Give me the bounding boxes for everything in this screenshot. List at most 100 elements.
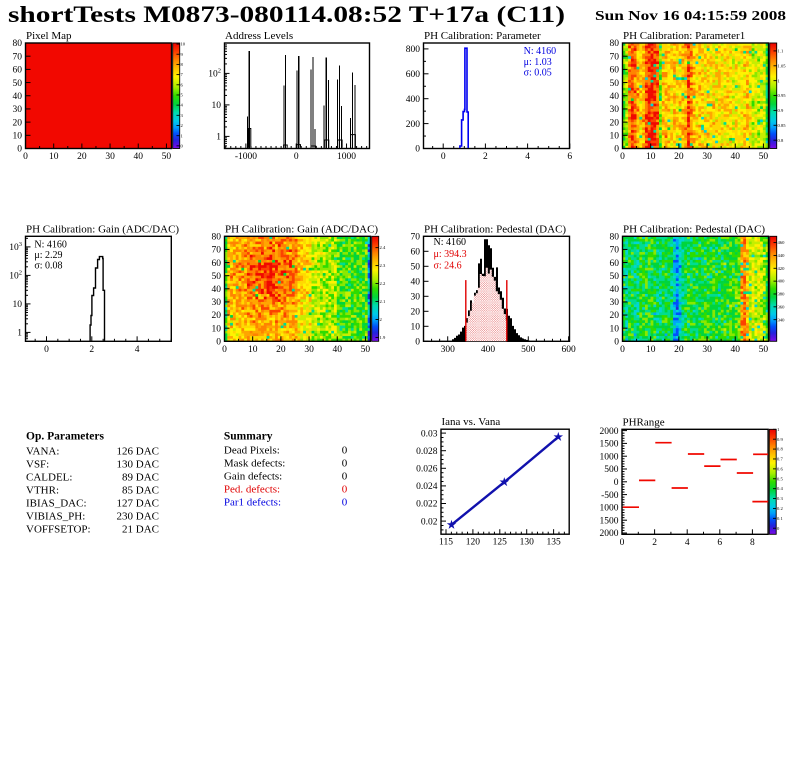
svg-text:60: 60 bbox=[411, 248, 421, 258]
svg-text:30: 30 bbox=[702, 152, 712, 162]
svg-text:2: 2 bbox=[181, 123, 184, 128]
svg-text:0: 0 bbox=[294, 152, 299, 162]
svg-text:30: 30 bbox=[411, 293, 421, 303]
svg-text:Sun Nov 16 04:15:59 2008: Sun Nov 16 04:15:59 2008 bbox=[595, 8, 786, 23]
svg-text:80: 80 bbox=[610, 39, 620, 49]
svg-text:70: 70 bbox=[610, 52, 620, 62]
svg-text:20: 20 bbox=[212, 311, 222, 321]
svg-text:50: 50 bbox=[162, 152, 172, 162]
svg-text:PH Calibration: Parameter1: PH Calibration: Parameter1 bbox=[623, 30, 745, 42]
svg-text:400: 400 bbox=[481, 345, 496, 355]
svg-text:1: 1 bbox=[17, 329, 22, 339]
svg-text:10: 10 bbox=[13, 132, 23, 142]
svg-text:N: 4160: N: 4160 bbox=[434, 237, 467, 248]
svg-text:60: 60 bbox=[212, 259, 222, 269]
svg-text:30: 30 bbox=[212, 298, 222, 308]
svg-text:10: 10 bbox=[610, 132, 620, 142]
svg-text:40: 40 bbox=[332, 345, 342, 355]
svg-text:60: 60 bbox=[610, 66, 620, 76]
svg-text:70: 70 bbox=[13, 52, 23, 62]
svg-text:8: 8 bbox=[181, 62, 184, 67]
svg-text:N: 4160: N: 4160 bbox=[34, 239, 67, 250]
svg-text:0.9: 0.9 bbox=[778, 108, 784, 113]
svg-text:2: 2 bbox=[89, 345, 94, 355]
svg-text:N: 4160: N: 4160 bbox=[524, 46, 557, 57]
svg-text:Address Levels: Address Levels bbox=[225, 30, 293, 42]
svg-text:0.8: 0.8 bbox=[778, 138, 784, 143]
svg-text:1: 1 bbox=[181, 133, 184, 138]
svg-text:0.85: 0.85 bbox=[778, 123, 787, 128]
svg-text:10: 10 bbox=[248, 345, 258, 355]
svg-text:30: 30 bbox=[610, 105, 620, 115]
svg-text:10: 10 bbox=[181, 42, 186, 47]
svg-text:50: 50 bbox=[212, 272, 222, 282]
svg-text:1.1: 1.1 bbox=[778, 49, 784, 54]
svg-text:70: 70 bbox=[411, 233, 421, 243]
svg-text:1000: 1000 bbox=[337, 152, 356, 162]
svg-text:10: 10 bbox=[212, 324, 222, 334]
svg-text:6: 6 bbox=[181, 82, 184, 87]
svg-text:6: 6 bbox=[567, 152, 572, 162]
svg-text:20: 20 bbox=[276, 345, 286, 355]
svg-text:10: 10 bbox=[49, 152, 59, 162]
svg-text:20: 20 bbox=[77, 152, 87, 162]
svg-text:shortTests M0873-080114.08:52: shortTests M0873-080114.08:52 T+17a (C11… bbox=[8, 2, 565, 27]
svg-text:0: 0 bbox=[614, 145, 619, 155]
svg-text:1.05: 1.05 bbox=[778, 63, 787, 68]
svg-text:10: 10 bbox=[13, 300, 23, 310]
svg-text:PH Calibration: Parameter: PH Calibration: Parameter bbox=[424, 30, 541, 42]
svg-text:μ: 2.29: μ: 2.29 bbox=[34, 250, 62, 261]
svg-text:10: 10 bbox=[212, 101, 222, 111]
svg-text:PH Calibration: Gain (ADC/DAC): PH Calibration: Gain (ADC/DAC) bbox=[26, 223, 179, 235]
svg-text:0: 0 bbox=[181, 144, 184, 149]
svg-text:60: 60 bbox=[13, 66, 23, 76]
svg-text:0: 0 bbox=[216, 338, 221, 348]
svg-text:PH Calibration: Pedestal (DAC): PH Calibration: Pedestal (DAC) bbox=[424, 223, 566, 235]
svg-text:80: 80 bbox=[212, 233, 222, 243]
svg-text:μ: 394.3: μ: 394.3 bbox=[434, 249, 467, 260]
svg-text:2: 2 bbox=[380, 317, 383, 322]
svg-text:50: 50 bbox=[13, 79, 23, 89]
svg-text:PH Calibration: Gain (ADC/DAC): PH Calibration: Gain (ADC/DAC) bbox=[225, 223, 378, 235]
svg-text:4: 4 bbox=[135, 345, 140, 355]
svg-text:2.1: 2.1 bbox=[380, 299, 386, 304]
svg-text:1.9: 1.9 bbox=[380, 335, 386, 340]
svg-text:40: 40 bbox=[133, 152, 143, 162]
svg-text:2.4: 2.4 bbox=[380, 245, 386, 250]
svg-text:40: 40 bbox=[13, 92, 23, 102]
svg-text:0.95: 0.95 bbox=[778, 93, 787, 98]
svg-text:20: 20 bbox=[411, 308, 421, 318]
svg-text:1: 1 bbox=[216, 133, 221, 143]
svg-text:2.3: 2.3 bbox=[380, 263, 386, 268]
svg-text:80: 80 bbox=[13, 39, 23, 49]
svg-text:50: 50 bbox=[759, 152, 769, 162]
svg-text:3: 3 bbox=[181, 113, 184, 118]
svg-text:2: 2 bbox=[483, 152, 488, 162]
svg-text:2.2: 2.2 bbox=[380, 281, 386, 286]
svg-text:70: 70 bbox=[212, 246, 222, 256]
svg-text:10: 10 bbox=[646, 152, 656, 162]
svg-text:20: 20 bbox=[610, 118, 620, 128]
svg-text:4: 4 bbox=[181, 103, 184, 108]
svg-text:50: 50 bbox=[361, 345, 371, 355]
svg-text:5: 5 bbox=[181, 93, 184, 98]
svg-text:50: 50 bbox=[411, 263, 421, 273]
svg-text:50: 50 bbox=[610, 79, 620, 89]
svg-text:0: 0 bbox=[441, 152, 446, 162]
svg-text:40: 40 bbox=[730, 152, 740, 162]
svg-text:400: 400 bbox=[406, 95, 421, 105]
svg-text:Pixel Map: Pixel Map bbox=[26, 30, 72, 42]
svg-text:10: 10 bbox=[411, 323, 421, 333]
svg-text:800: 800 bbox=[406, 45, 421, 55]
svg-text:7: 7 bbox=[181, 72, 184, 77]
svg-text:30: 30 bbox=[304, 345, 314, 355]
svg-text:PH Calibration: Pedestal (DAC): PH Calibration: Pedestal (DAC) bbox=[623, 223, 765, 235]
svg-text:σ: 24.6: σ: 24.6 bbox=[434, 260, 462, 271]
svg-text:30: 30 bbox=[13, 105, 23, 115]
svg-text:600: 600 bbox=[406, 70, 421, 80]
svg-text:20: 20 bbox=[13, 118, 23, 128]
svg-text:0: 0 bbox=[17, 145, 22, 155]
svg-text:σ: 0.08: σ: 0.08 bbox=[34, 260, 62, 271]
svg-text:600: 600 bbox=[561, 345, 576, 355]
svg-text:σ: 0.05: σ: 0.05 bbox=[524, 68, 552, 79]
